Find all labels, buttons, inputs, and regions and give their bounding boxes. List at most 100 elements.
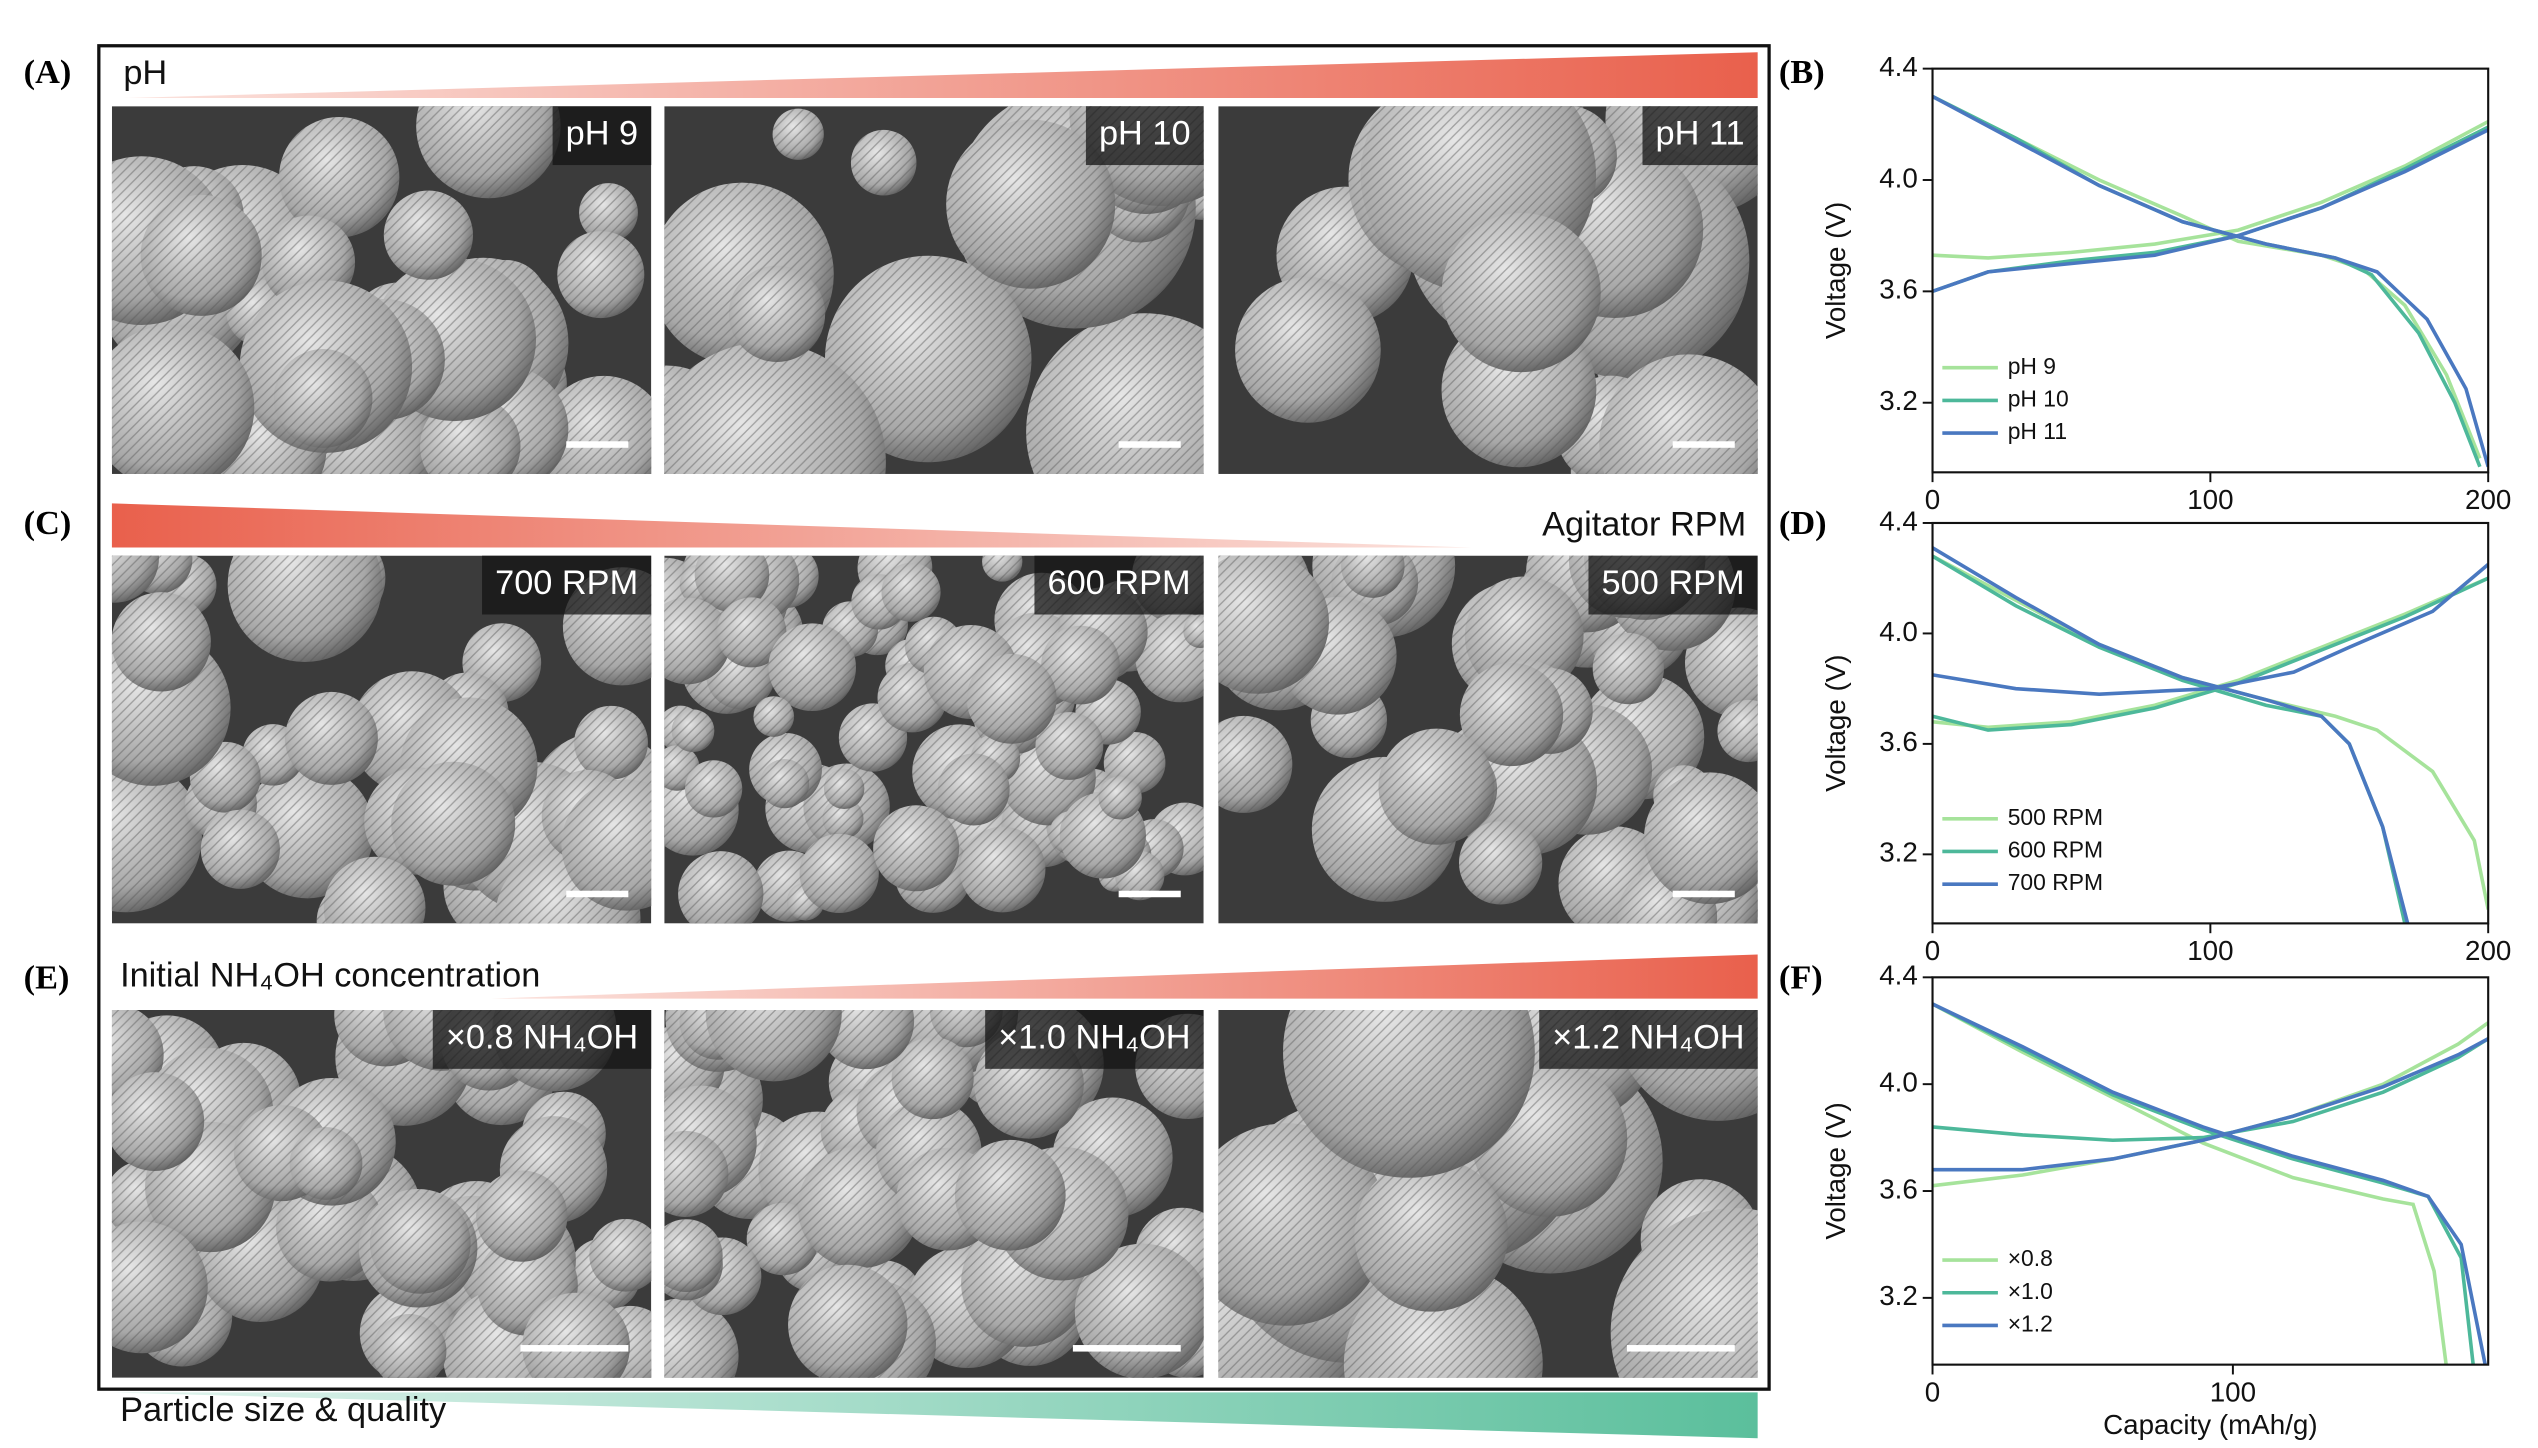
- image-label: ×1.0 NH₄OH: [998, 1018, 1190, 1056]
- y-axis-label: Voltage (V): [1820, 1102, 1851, 1239]
- x-tick-label: 100: [2187, 935, 2233, 966]
- series-line: [1932, 1002, 2489, 1365]
- particle-texture: [664, 597, 731, 685]
- label-box: [552, 106, 652, 166]
- legend-label: 500 RPM: [2008, 804, 2103, 830]
- legend-label: pH 10: [2008, 385, 2069, 411]
- legend-label: ×1.0: [2008, 1278, 2053, 1304]
- image-label: ×0.8 NH₄OH: [446, 1018, 638, 1056]
- particle-texture: [982, 555, 1023, 582]
- particle-texture: [664, 342, 886, 474]
- y-tick-label: 4.0: [1879, 162, 1918, 193]
- particle-texture: [579, 183, 638, 243]
- sem-image: pH 11: [1218, 106, 1758, 474]
- particle-texture: [391, 761, 516, 886]
- particle-texture: [522, 1292, 630, 1378]
- particle-texture: [823, 768, 865, 809]
- particle-texture: [678, 851, 764, 924]
- label-box: [482, 555, 652, 615]
- particle-texture: [824, 255, 1032, 463]
- scale-bar: [1626, 1345, 1735, 1352]
- sem-content: [1218, 106, 1758, 474]
- label-box: [1034, 555, 1204, 615]
- particle-texture: [369, 1192, 471, 1294]
- particle-texture: [273, 349, 373, 448]
- scale-bar: [1672, 890, 1735, 898]
- particle-texture: [799, 833, 879, 913]
- particle-texture: [416, 106, 561, 199]
- particle-texture: [881, 562, 941, 622]
- y-axis-label: Voltage (V): [1820, 654, 1851, 791]
- particle-texture: [539, 375, 652, 474]
- particle-texture: [111, 1221, 208, 1354]
- particle-texture: [140, 194, 262, 316]
- particle-texture: [589, 1218, 652, 1292]
- particle-texture: [946, 119, 1116, 289]
- particle-texture: [323, 856, 426, 924]
- particle-texture: [684, 760, 743, 818]
- particle-texture: [929, 1010, 1003, 1048]
- particle-texture: [1026, 313, 1204, 474]
- legend-label: ×0.8: [2008, 1245, 2053, 1271]
- gradient-label: Agitator RPM: [1542, 505, 1746, 543]
- scale-bar: [520, 1345, 629, 1352]
- particle-texture: [822, 797, 864, 840]
- particle-texture: [1098, 776, 1142, 820]
- particle-texture: [227, 555, 383, 662]
- particle-texture: [768, 623, 856, 712]
- sem-image: 600 RPM: [664, 555, 1204, 924]
- particle-texture: [1041, 625, 1120, 705]
- label-box: [1539, 1010, 1758, 1069]
- particle-texture: [1644, 772, 1758, 905]
- scale-bar: [566, 890, 629, 898]
- particle-texture: [728, 265, 826, 362]
- particle-texture: [753, 696, 795, 737]
- gradient-label: pH: [123, 54, 167, 92]
- y-tick-label: 3.6: [1879, 726, 1918, 757]
- particle-texture: [1218, 1123, 1388, 1326]
- legend-label: ×1.2: [2008, 1310, 2053, 1336]
- particle-texture: [1341, 555, 1405, 598]
- particle-texture: [671, 709, 715, 753]
- y-tick-label: 3.2: [1879, 837, 1918, 868]
- gradient-label: Initial NH₄OH concentration: [120, 956, 540, 994]
- label-box: [1642, 106, 1758, 166]
- scale-bar: [1672, 441, 1735, 448]
- image-label: 600 RPM: [1048, 564, 1191, 602]
- particle-texture: [284, 691, 378, 785]
- x-axis-label: Capacity (mAh/g): [2103, 1409, 2317, 1440]
- x-tick-label: 100: [2187, 484, 2233, 515]
- gradient-bar: [111, 1392, 1758, 1439]
- label-box: [985, 1010, 1204, 1069]
- x-tick-label: 200: [2465, 484, 2511, 515]
- sem-image: pH 10: [664, 106, 1204, 474]
- particle-texture: [664, 1130, 729, 1217]
- x-tick-label: 200: [2465, 935, 2511, 966]
- legend-label: 600 RPM: [2008, 837, 2103, 863]
- plot-frame: [1931, 67, 2490, 474]
- particle-texture: [664, 1219, 723, 1293]
- y-tick-label: 4.0: [1879, 1067, 1918, 1098]
- particle-texture: [1218, 555, 1329, 694]
- particle-texture: [959, 826, 1046, 913]
- particle-texture: [289, 1127, 363, 1200]
- y-tick-label: 4.0: [1879, 616, 1918, 647]
- particle-texture: [111, 592, 211, 692]
- particle-texture: [1283, 1010, 1535, 1178]
- sem-content: [1218, 1010, 1758, 1378]
- particle-texture: [1235, 277, 1381, 423]
- sem-image: pH 9: [111, 106, 652, 474]
- particle-texture: [111, 555, 159, 603]
- image-label: 500 RPM: [1602, 564, 1745, 602]
- panel-label: (D): [1779, 504, 1827, 542]
- panel-label: (A): [24, 53, 72, 91]
- image-label: pH 11: [1656, 115, 1745, 153]
- sem-content: [664, 555, 1204, 924]
- sem-content: [111, 555, 652, 924]
- particle-texture: [1074, 1243, 1204, 1378]
- x-tick-label: 0: [1925, 935, 1940, 966]
- particle-texture: [716, 597, 787, 668]
- gradient-bar: [111, 503, 1472, 548]
